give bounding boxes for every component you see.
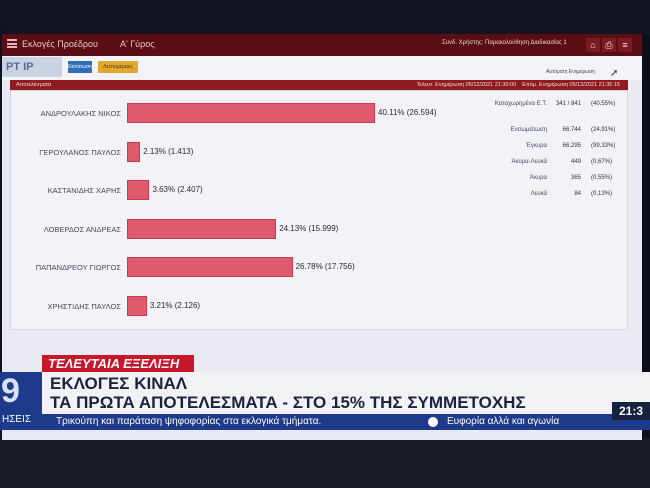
candidate-name: ΚΑΣΤΑΝΙΔΗΣ ΧΑΡΗΣ	[47, 186, 121, 195]
bezel-top	[0, 0, 650, 36]
clock: 21:3	[612, 402, 650, 420]
invalid-blank-label: Άκυρα-Λευκά	[511, 159, 547, 165]
news-ticker: Τρικούπη και παράταση ψηφοφορίας στα εκλ…	[42, 414, 612, 430]
voted-label: Ενσωμάτωση	[510, 127, 547, 133]
blank-label: Λευκά	[530, 191, 547, 197]
valid-value: 66.295	[562, 143, 581, 149]
candidate-name: ΑΝΔΡΟΥΛΑΚΗΣ ΝΙΚΟΣ	[40, 109, 121, 118]
invalid-blank-value: 449	[570, 159, 581, 165]
candidate-bar	[127, 295, 147, 316]
valid-percent: (99,33%)	[591, 143, 616, 149]
candidate-result: 26.78% (17.756)	[295, 262, 355, 271]
app-title: Εκλογές Προέδρου	[22, 39, 98, 49]
candidate-name: ΧΡΗΣΤΙΔΗΣ ΠΑΥΛΟΣ	[47, 301, 122, 311]
ticker-separator-icon	[428, 417, 438, 427]
hamburger-icon[interactable]	[7, 39, 17, 48]
results-title: Αποτελέσματα	[16, 82, 52, 88]
update-times: Τελευτ. Ενημέρωση 05/12/2021 21:30:00 Επ…	[417, 82, 620, 88]
candidate-result: 24.13% (15.999)	[279, 223, 339, 233]
connected-user: Συνδ. Χρήστης: Παρακολούθηση Διαδικασίας…	[442, 40, 567, 46]
headline-line-2: ΤΑ ΠΡΩΤΑ ΑΠΟΤΕΛΕΣΜΑΤΑ - ΣΤΟ 15% ΤΗΣ ΣΥΜΜ…	[50, 393, 526, 412]
round-label[interactable]: Α' Γύρος	[120, 39, 155, 49]
toolbar: PT IP Εκτύπωση Λεπτομέρειες Αυτόματη Ενη…	[2, 56, 642, 80]
ticker-text-2: Ευφορία αλλά και αγωνία	[447, 416, 560, 427]
voted-value: 66.744	[562, 127, 581, 133]
auto-refresh-toggle[interactable]: Αυτόματη Ενημέρωση	[546, 69, 596, 75]
details-button[interactable]: Λεπτομέρειες	[98, 61, 138, 73]
invalid-blank-percent: (0,67%)	[591, 159, 613, 165]
channel-number: 9	[1, 372, 20, 410]
invalid-percent: (0,55%)	[591, 175, 613, 181]
logo: PT IP	[2, 57, 62, 77]
counted-value: 341 / 841	[555, 101, 581, 107]
results-header: Αποτελέσματα Τελευτ. Ενημέρωση 05/12/202…	[10, 80, 628, 90]
candidate-bar	[127, 180, 150, 200]
blank-percent: (0,13%)	[591, 191, 613, 197]
bezel-bottom	[0, 438, 650, 488]
counted-label: Καταχωρημένα Ε.Τ.	[494, 101, 547, 107]
valid-label: Έγκυρα	[526, 143, 547, 149]
next-update: Επόμ. Ενημέρωση 05/12/2021 21:35:15	[522, 82, 620, 88]
candidate-bar	[127, 218, 277, 239]
candidate-bar	[127, 141, 141, 162]
invalid-value: 365	[570, 175, 581, 181]
candidate-result: 3.63% (2.407)	[152, 185, 203, 194]
candidate-result: 3.21% (2.126)	[149, 300, 201, 310]
mouse-cursor-icon: ➚	[610, 68, 619, 79]
candidate-result: 40.11% (26.594)	[378, 108, 437, 117]
menu-icon[interactable]: ≡	[618, 38, 632, 52]
voted-percent: (24,91%)	[591, 127, 616, 133]
title-bar: Εκλογές Προέδρου Α' Γύρος Συνδ. Χρήστης:…	[2, 34, 642, 56]
counted-percent: (40,55%)	[591, 101, 616, 107]
candidate-bar	[127, 103, 375, 123]
ticker-text-1: Τρικούπη και παράταση ψηφοφορίας στα εκλ…	[56, 416, 322, 427]
print-icon[interactable]: ⎙	[602, 38, 616, 52]
candidate-name: ΛΟΒΕΡΔΟΣ ΑΝΔΡΕΑΣ	[43, 224, 121, 234]
home-icon[interactable]: ⌂	[586, 38, 600, 52]
candidate-name: ΠΑΠΑΝΔΡΕΟΥ ΓΙΩΡΓΟΣ	[35, 263, 121, 272]
clock-strip	[612, 420, 650, 430]
candidate-bar	[127, 257, 293, 277]
headline-line-1: ΕΚΛΟΓΕΣ ΚΙΝΑΛ	[50, 374, 188, 393]
channel-word: ΗΣΕΙΣ	[2, 414, 32, 425]
invalid-label: Άκυρα	[529, 175, 547, 181]
channel-box: 9 ΗΣΕΙΣ	[0, 372, 42, 430]
candidate-name: ΓΕΡΟΥΛΑΝΟΣ ΠΑΥΛΟΣ	[39, 147, 121, 157]
results-panel: ΑΝΔΡΟΥΛΑΚΗΣ ΝΙΚΟΣ 40.11% (26.594) ΓΕΡΟΥΛΑΝ…	[10, 90, 628, 330]
breaking-news-label: ΤΕΛΕΥΤΑΙΑ ΕΞΕΛΙΞΗ	[42, 355, 194, 372]
print-button[interactable]: Εκτύπωση	[68, 61, 92, 73]
candidate-result: 2.13% (1.413)	[143, 146, 194, 156]
news-headline-box: ΕΚΛΟΓΕΣ ΚΙΝΑΛ ΤΑ ΠΡΩΤΑ ΑΠΟΤΕΛΕΣΜΑΤΑ - ΣΤ…	[42, 372, 650, 414]
last-update: Τελευτ. Ενημέρωση 05/12/2021 21:30:00	[416, 82, 517, 88]
blank-value: 84	[574, 191, 581, 197]
